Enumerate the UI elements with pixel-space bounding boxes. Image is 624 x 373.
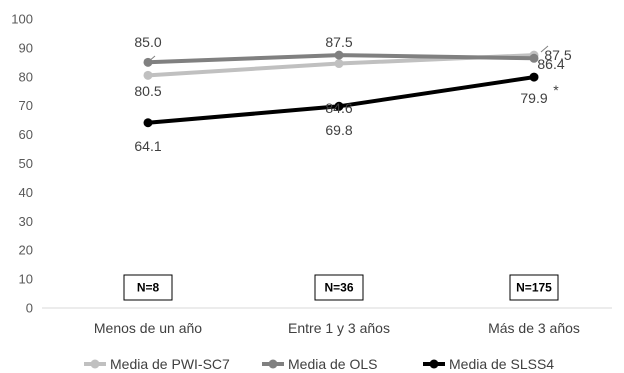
data-label: 87.5 <box>325 34 352 50</box>
series-media-de-slss4 <box>143 72 539 128</box>
y-tick-label: 20 <box>19 243 33 258</box>
data-label: 64.1 <box>134 138 161 154</box>
data-point <box>529 72 539 82</box>
n-box-label: N=8 <box>137 281 160 295</box>
y-axis: 0 10 20 30 40 50 60 70 80 90 100 <box>11 12 33 316</box>
legend-item: Media de PWI-SC7 <box>84 356 230 372</box>
y-tick-label: 70 <box>19 98 33 113</box>
x-axis: Menos de un año Entre 1 y 3 años Más de 3 … <box>42 307 612 336</box>
n-box-frame <box>509 274 559 301</box>
label-leader-line <box>147 55 156 63</box>
n-box: N=8 <box>123 274 173 301</box>
data-point <box>143 118 153 128</box>
data-labels: 80.584.687.585.0 87.586.464.169.879.9 * <box>134 34 571 154</box>
y-tick-label: 0 <box>26 301 33 316</box>
legend-label: Media de OLS <box>288 356 378 372</box>
n-box-frame <box>123 274 173 301</box>
label-leader-line <box>540 45 549 53</box>
legend-item: Media de OLS <box>262 356 378 372</box>
legend-item: Media de SLSS4 <box>423 356 554 372</box>
n-boxes: N=8 N=36 N=175 <box>123 274 559 301</box>
legend: Media de PWI-SC7 Media de OLS Media de SLS… <box>84 356 554 372</box>
n-box: N=36 <box>314 274 364 301</box>
legend-marker <box>90 359 100 369</box>
data-label: 85.0 <box>134 34 161 50</box>
y-tick-label: 90 <box>19 40 33 55</box>
x-category-label: Menos de un año <box>94 320 202 336</box>
x-category-label: Más de 3 años <box>488 320 580 336</box>
data-point <box>529 53 539 63</box>
n-box-frame <box>314 274 364 301</box>
y-tick-label: 10 <box>19 272 33 287</box>
data-label: 69.8 <box>325 122 352 138</box>
y-tick-label: 80 <box>19 69 33 84</box>
data-label: 84.6 <box>325 100 352 116</box>
data-label: 86.4 <box>537 56 564 72</box>
n-box-label: N=36 <box>324 281 353 295</box>
y-tick-label: 100 <box>11 12 33 27</box>
significance-asterisk: * <box>553 82 559 98</box>
series-media-de-ols <box>143 50 539 67</box>
data-point <box>334 59 344 69</box>
data-point <box>334 50 344 60</box>
data-point <box>143 70 153 80</box>
legend-marker <box>268 359 278 369</box>
y-tick-label: 60 <box>19 127 33 142</box>
n-box: N=175 <box>509 274 559 301</box>
y-tick-label: 50 <box>19 156 33 171</box>
data-label: 87.5 <box>544 47 571 63</box>
x-category-label: Entre 1 y 3 años <box>288 320 390 336</box>
y-tick-label: 40 <box>19 185 33 200</box>
legend-label: Media de SLSS4 <box>449 356 554 372</box>
legend-label: Media de PWI-SC7 <box>110 356 230 372</box>
y-tick-label: 30 <box>19 214 33 229</box>
n-box-label: N=175 <box>516 281 552 295</box>
data-label: 79.9 <box>520 90 547 106</box>
data-point <box>334 101 344 111</box>
legend-marker <box>429 359 439 369</box>
series-lines <box>143 50 539 128</box>
data-label: 80.5 <box>134 83 161 99</box>
